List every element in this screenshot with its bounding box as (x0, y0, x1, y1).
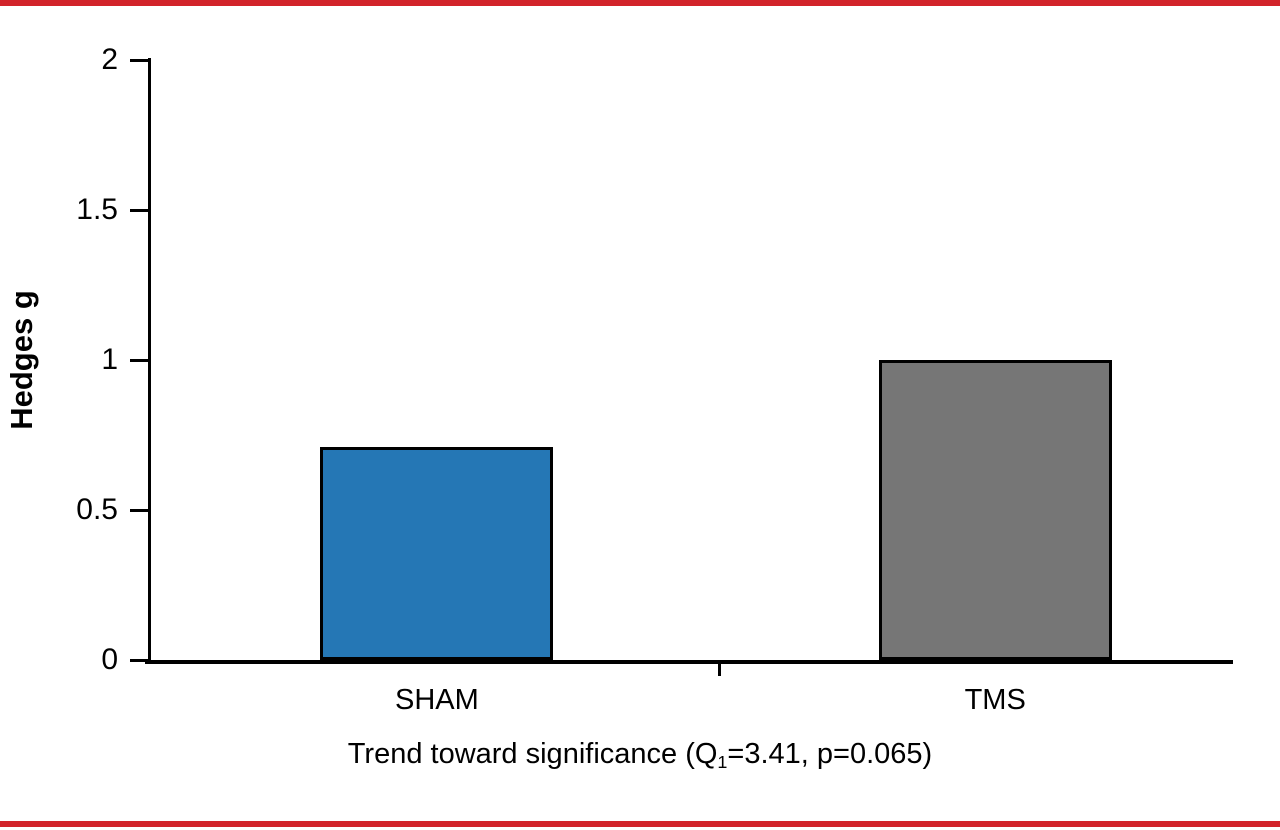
top-border-rule (0, 0, 1280, 6)
category-label-sham: SHAM (394, 684, 479, 716)
y-axis-tick (130, 358, 148, 362)
y-tick-label: 2 (101, 43, 118, 76)
plot-area: 0 0.5 1 1.5 2 SHAM TMS (76, 43, 1233, 716)
x-axis-mid-tick (718, 660, 722, 676)
category-label-tms: TMS (964, 684, 1026, 716)
y-tick-label: 0 (101, 643, 118, 676)
y-axis-tick (130, 58, 148, 62)
bar-tms (878, 360, 1112, 660)
caption-subscript: 1 (717, 752, 728, 773)
y-axis-tick (130, 508, 148, 512)
y-tick-label: 1.5 (76, 193, 118, 226)
y-tick-label: 1 (101, 343, 118, 376)
caption-prefix: Trend toward significance (Q (347, 738, 718, 770)
y-axis-line (148, 58, 151, 660)
bar-sham (320, 447, 554, 660)
y-axis-tick (130, 208, 148, 212)
y-axis-tick (130, 658, 148, 662)
x-axis-line (145, 660, 1233, 664)
y-axis-title: Hedges g (0, 60, 44, 660)
bottom-border-rule (0, 821, 1280, 827)
y-tick-label: 0.5 (76, 493, 118, 526)
y-axis-title-text: Hedges g (4, 290, 39, 430)
caption-suffix: =3.41, p=0.065) (727, 738, 933, 770)
x-axis-caption: Trend toward significance (Q1=3.41, p=0.… (0, 738, 1280, 773)
